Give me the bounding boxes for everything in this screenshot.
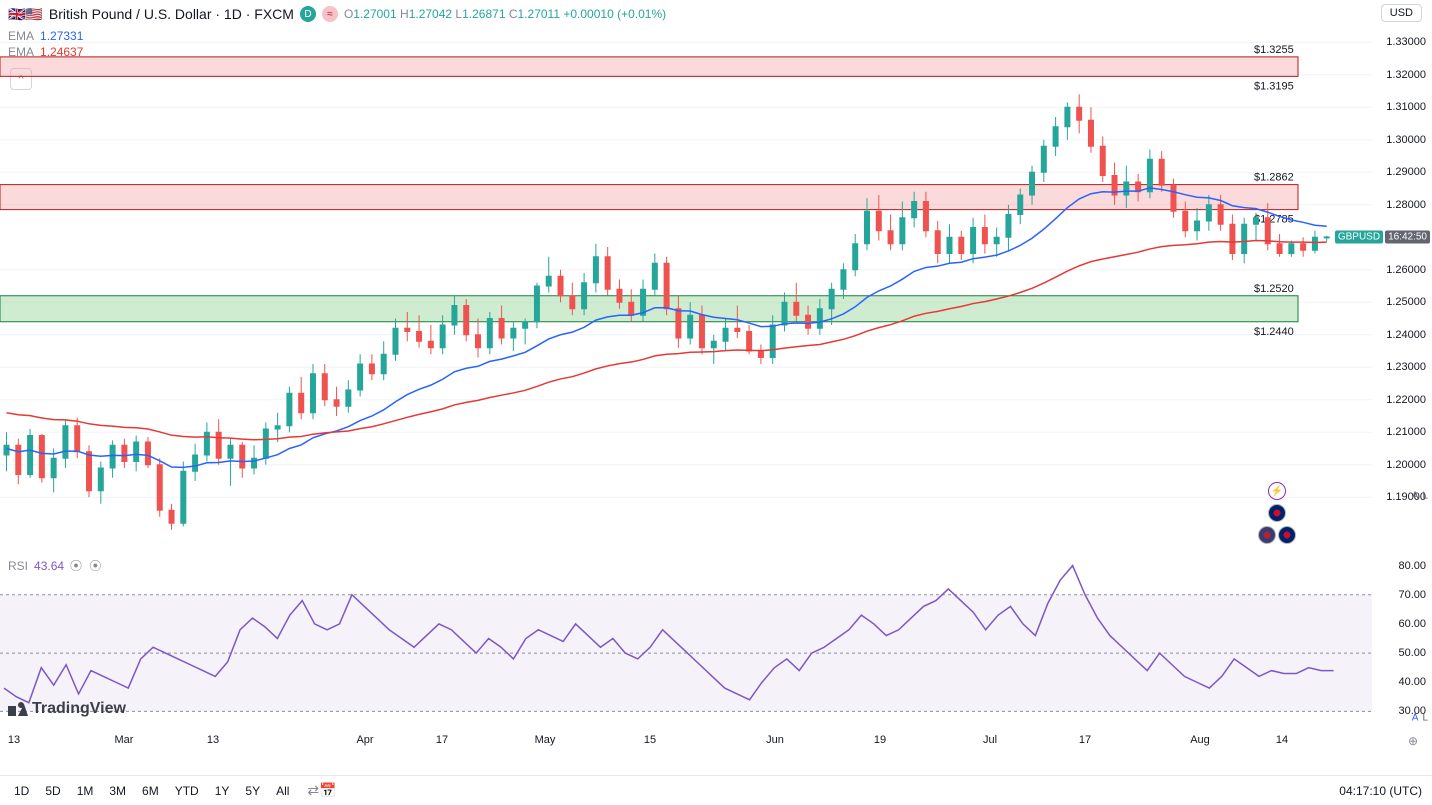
chart-header: 🇬🇧🇺🇸 British Pound / U.S. Dollar · 1D · … [0, 0, 1432, 28]
time-label: Aug [1190, 734, 1210, 746]
svg-text:$1.2862: $1.2862 [1254, 172, 1294, 184]
price-chart-svg[interactable]: $1.3255$1.3195$1.2862$1.2785$1.2520$1.24… [0, 26, 1372, 546]
gb-flag-icon[interactable] [1268, 504, 1286, 522]
countdown-clock: 04:17:10 (UTC) [1339, 784, 1422, 798]
bolt-icon[interactable]: ⚡ [1268, 482, 1286, 500]
range-5y[interactable]: 5Y [241, 780, 264, 802]
time-label: 19 [874, 734, 886, 746]
rsi-chart-svg[interactable] [0, 551, 1372, 726]
svg-text:$1.2440: $1.2440 [1254, 326, 1294, 338]
range-3m[interactable]: 3M [105, 780, 130, 802]
rsi-legend[interactable]: RSI43.64⦿ ⦿ [8, 557, 103, 574]
time-axis[interactable]: ⊕ 13 Mar 13 Apr 17 May 15 Jun 19 Jul 17 Aug 14 [0, 728, 1432, 756]
tradingview-logo-text: TradingView [32, 700, 126, 718]
tradingview-logo[interactable]: TradingView [8, 700, 126, 718]
range-1y[interactable]: 1Y [211, 780, 234, 802]
time-label: 17 [1079, 734, 1091, 746]
time-label: Jun [766, 734, 784, 746]
time-label: Apr [356, 734, 373, 746]
calendar-icon[interactable]: ⇄📅 [301, 782, 336, 799]
time-label: May [535, 734, 556, 746]
approx-pill: ≈ [322, 6, 338, 22]
chart-area: $1.3255$1.3195$1.2862$1.2785$1.2520$1.24… [0, 26, 1432, 730]
rsi-axis[interactable]: 80.0070.0060.0050.0040.0030.00AL [1372, 551, 1432, 726]
bottom-toolbar: 1D 5D 1M 3M 6M YTD 1Y 5Y All ⇄📅 04:17:10 (UTC) [0, 775, 1432, 805]
rsi-pane[interactable]: RSI43.64⦿ ⦿ TradingView [0, 551, 1372, 726]
svg-text:$1.3255: $1.3255 [1254, 44, 1294, 56]
time-label: 17 [436, 734, 448, 746]
time-label: Jul [983, 734, 997, 746]
event-icons: ⚡ [1258, 482, 1296, 544]
symbol-title[interactable]: British Pound / U.S. Dollar · 1D · FXCM [49, 6, 294, 22]
axis-settings-icon[interactable]: ⊕ [1404, 732, 1422, 750]
interval-pill[interactable]: D [300, 6, 316, 22]
time-label: 14 [1276, 734, 1288, 746]
svg-text:$1.2520: $1.2520 [1254, 283, 1294, 295]
time-label: 15 [644, 734, 656, 746]
time-label: 13 [207, 734, 219, 746]
range-6m[interactable]: 6M [138, 780, 163, 802]
time-label: 13 [8, 734, 20, 746]
price-axis[interactable]: 1.330001.320001.310001.300001.290001.280… [1372, 26, 1432, 546]
range-1m[interactable]: 1M [73, 780, 98, 802]
svg-text:$1.3195: $1.3195 [1254, 80, 1294, 92]
currency-selector[interactable]: USD [1381, 4, 1422, 22]
gb-flag-icon-2[interactable] [1278, 526, 1296, 544]
range-selector: 1D 5D 1M 3M 6M YTD 1Y 5Y All ⇄📅 [10, 780, 337, 802]
range-5d[interactable]: 5D [41, 780, 64, 802]
us-flag-icon[interactable] [1258, 526, 1276, 544]
ohlc-readout: O1.27001 H1.27042 L1.26871 C1.27011 +0.0… [344, 7, 666, 21]
time-label: Mar [115, 734, 134, 746]
range-all[interactable]: All [272, 780, 293, 802]
pair-flags-icon: 🇬🇧🇺🇸 [8, 6, 43, 23]
range-1d[interactable]: 1D [10, 780, 33, 802]
price-pane[interactable]: $1.3255$1.3195$1.2862$1.2785$1.2520$1.24… [0, 26, 1372, 546]
range-ytd[interactable]: YTD [171, 780, 203, 802]
